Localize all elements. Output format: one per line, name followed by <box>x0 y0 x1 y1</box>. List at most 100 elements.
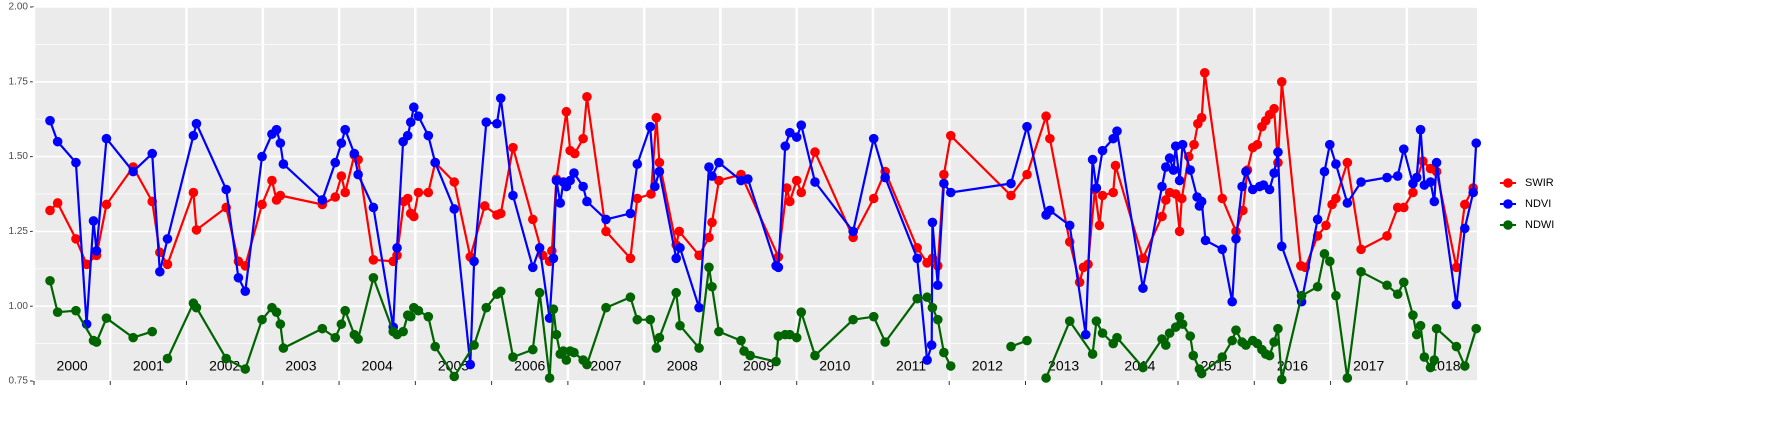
data-point <box>45 205 55 216</box>
data-point <box>912 293 922 304</box>
data-point <box>868 311 879 322</box>
data-point <box>52 136 63 147</box>
data-point <box>1174 175 1185 186</box>
data-point <box>671 287 681 298</box>
data-point <box>880 337 890 347</box>
data-point <box>1041 373 1051 383</box>
data-point <box>340 305 350 316</box>
data-point <box>714 175 724 186</box>
data-point <box>101 313 112 323</box>
year-label: 2001 <box>133 358 164 374</box>
data-point <box>780 141 791 151</box>
data-point <box>1342 157 1353 168</box>
data-point <box>353 334 363 344</box>
data-point <box>1459 361 1470 371</box>
data-point <box>469 340 479 350</box>
data-point <box>336 319 347 329</box>
data-point <box>221 353 231 364</box>
data-point <box>714 157 724 168</box>
data-point <box>569 168 579 178</box>
data-point <box>191 118 202 129</box>
data-point <box>1174 311 1185 322</box>
year-label: 2012 <box>972 358 1003 374</box>
data-point <box>558 346 569 356</box>
data-point <box>632 314 643 325</box>
data-point <box>481 302 492 313</box>
data-point <box>275 190 286 201</box>
data-point <box>785 127 795 138</box>
data-point <box>81 259 92 270</box>
data-point <box>1431 323 1442 334</box>
data-point <box>1319 166 1330 177</box>
data-point <box>449 177 460 187</box>
data-point <box>423 187 434 198</box>
legend-marker <box>1503 199 1513 209</box>
data-point <box>1451 341 1462 352</box>
data-point <box>1459 223 1470 234</box>
data-point <box>527 214 538 225</box>
data-point <box>707 217 717 228</box>
data-point <box>736 335 746 346</box>
data-point <box>1161 340 1171 350</box>
data-point <box>1252 139 1263 150</box>
data-point <box>945 361 956 371</box>
year-label: 2011 <box>896 358 926 374</box>
data-point <box>1045 205 1055 216</box>
data-point <box>1164 328 1175 338</box>
data-point <box>1161 162 1171 172</box>
data-point <box>191 302 202 313</box>
data-point <box>1408 310 1418 320</box>
data-point <box>88 216 99 226</box>
data-point <box>674 226 685 237</box>
data-point <box>791 175 802 186</box>
data-point <box>745 350 755 361</box>
data-point <box>147 326 158 337</box>
y-tick-label: 2.00 <box>9 2 29 13</box>
data-point <box>922 292 932 303</box>
data-point <box>582 91 592 102</box>
data-point <box>785 196 795 207</box>
data-point <box>773 262 784 273</box>
data-point <box>1196 112 1207 123</box>
data-point <box>1161 195 1171 205</box>
data-point <box>1041 111 1051 122</box>
data-point <box>409 211 419 222</box>
data-point <box>233 272 244 283</box>
data-point <box>340 124 350 135</box>
data-point <box>278 343 289 353</box>
data-point <box>625 253 636 264</box>
data-point <box>1419 352 1430 362</box>
data-point <box>188 187 199 198</box>
data-point <box>1196 196 1207 207</box>
data-point <box>368 272 379 283</box>
data-point <box>922 355 932 365</box>
data-point <box>601 214 611 225</box>
data-point <box>508 190 518 201</box>
data-point <box>1045 133 1055 144</box>
data-point <box>1217 352 1228 362</box>
data-point <box>271 307 282 317</box>
data-point <box>561 106 572 117</box>
legend-label: NDWI <box>1525 219 1554 231</box>
data-point <box>368 255 379 265</box>
y-tick-label: 1.75 <box>9 76 29 87</box>
data-point <box>1022 335 1032 346</box>
data-point <box>368 202 379 213</box>
data-point <box>1356 266 1366 277</box>
data-point <box>527 344 538 355</box>
data-point <box>945 130 956 141</box>
data-point <box>625 292 636 303</box>
data-point <box>45 275 55 286</box>
data-point <box>1273 147 1283 157</box>
data-point <box>544 373 555 383</box>
year-label: 2015 <box>1201 358 1232 374</box>
data-point <box>1174 226 1185 237</box>
data-point <box>402 193 413 204</box>
data-point <box>430 157 440 168</box>
data-point <box>1331 193 1341 204</box>
data-point <box>430 341 440 352</box>
data-point <box>508 142 518 153</box>
data-point <box>508 352 518 362</box>
data-point <box>1431 157 1442 168</box>
data-point <box>1392 171 1403 181</box>
